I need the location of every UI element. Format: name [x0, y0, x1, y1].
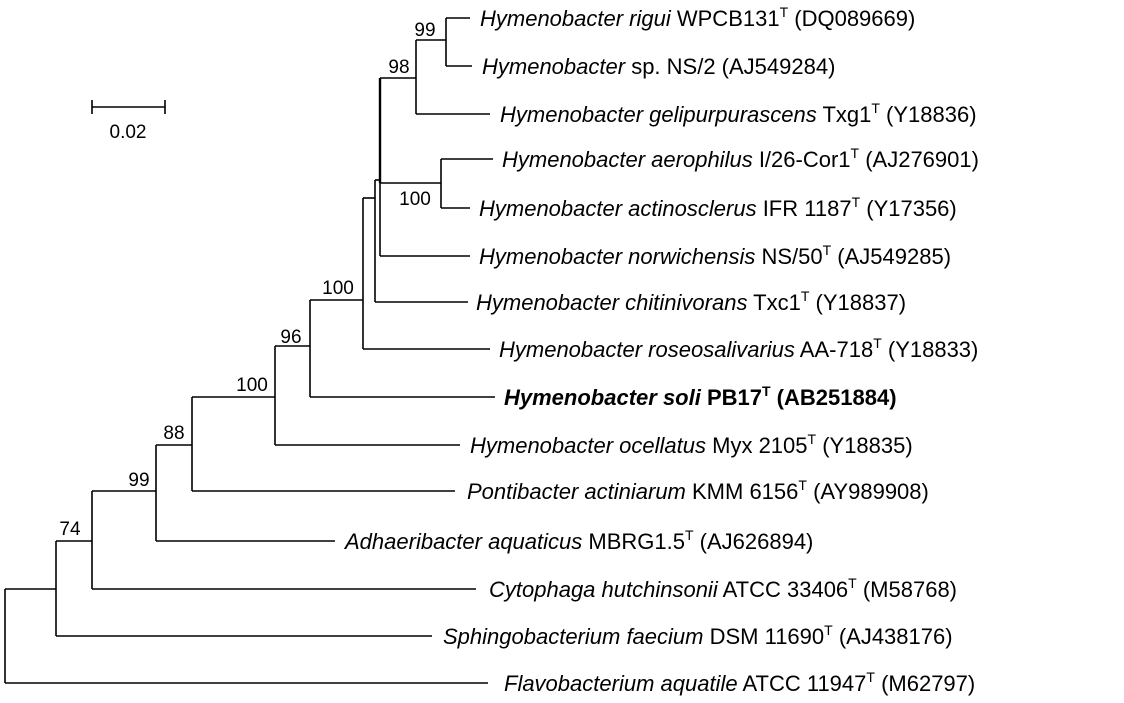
taxon-label-flavobacterium: Flavobacterium aquatile ATCC 11947T (M62…: [504, 669, 975, 696]
bootstrap-value-n_pontibacter: 88: [163, 423, 184, 444]
taxon-label-ocellatus: Hymenobacter ocellatus Myx 2105T (Y18835…: [470, 431, 913, 458]
taxon-strain: AA-718: [795, 337, 873, 362]
bootstrap-value-n_with_soli: 96: [280, 327, 301, 348]
taxon-name: Cytophaga hutchinsonii: [489, 577, 719, 602]
type-strain-mark: T: [762, 383, 771, 399]
taxon-accession: (M62797): [875, 671, 975, 696]
taxon-accession: (AJ438176): [833, 624, 953, 649]
taxon-name: Sphingobacterium faecium: [443, 624, 703, 649]
taxon-accession: (AB251884): [771, 385, 897, 410]
taxon-name: Adhaeribacter aquaticus: [343, 529, 582, 554]
taxon-name: Hymenobacter chitinivorans: [476, 290, 747, 315]
bootstrap-value-n_hymeno_core: 100: [322, 278, 354, 299]
type-strain-mark: T: [780, 4, 789, 20]
taxon-accession: (M58768): [857, 577, 957, 602]
taxon-name: Hymenobacter gelipurpurascens: [500, 102, 817, 127]
taxon-label-roseosalivarius: Hymenobacter roseosalivarius AA-718T (Y1…: [499, 335, 978, 362]
taxon-strain: Myx 2105: [706, 433, 808, 458]
taxon-label-soli: Hymenobacter soli PB17T (AB251884): [504, 383, 897, 410]
type-strain-mark: T: [851, 145, 860, 161]
taxon-strain: DSM 11690: [703, 624, 824, 649]
taxon-label-rigui: Hymenobacter rigui WPCB131T (DQ089669): [480, 4, 915, 31]
taxon-strain: WPCB131: [671, 6, 780, 31]
taxon-accession: (AJ549285): [831, 244, 951, 269]
taxon-strain: ATCC 33406: [718, 577, 848, 602]
taxon-accession: (AJ276901): [859, 147, 979, 172]
taxon-name: Hymenobacter ocellatus: [470, 433, 706, 458]
taxon-strain: IFR 1187: [757, 196, 852, 221]
taxon-strain: Txc1: [747, 290, 800, 315]
taxon-accession: (Y18836): [880, 102, 977, 127]
taxon-name: Hymenobacter norwichensis: [479, 244, 755, 269]
bootstrap-value-n_rigui_ns2: 99: [414, 20, 435, 41]
taxon-strain: ATCC 11947: [738, 671, 867, 696]
scale-bar-label: 0.02: [110, 122, 147, 143]
taxon-label-actinosclerus: Hymenobacter actinosclerus IFR 1187T (Y1…: [479, 194, 957, 221]
taxon-label-ns2: Hymenobacter sp. NS/2 (AJ549284): [482, 54, 835, 79]
taxon-labels: Hymenobacter rigui WPCB131T (DQ089669)Hy…: [343, 4, 979, 696]
taxon-strain: KMM 6156: [686, 479, 799, 504]
bootstrap-value-n_hymenobacter: 100: [236, 375, 268, 396]
taxon-strain: Txg1: [817, 102, 872, 127]
type-strain-mark: T: [801, 288, 810, 304]
taxon-name: Hymenobacter: [482, 54, 627, 79]
taxon-label-norwichensis: Hymenobacter norwichensis NS/50T (AJ5492…: [479, 242, 951, 269]
bootstrap-value-n_rigui_gelip: 98: [388, 57, 409, 78]
type-strain-mark: T: [808, 431, 817, 447]
taxon-accession: (Y18835): [816, 433, 913, 458]
taxon-strain: sp. NS/2: [625, 54, 715, 79]
type-strain-mark: T: [685, 527, 694, 543]
taxon-label-cytophaga: Cytophaga hutchinsonii ATCC 33406T (M587…: [489, 575, 957, 602]
taxon-name: Hymenobacter rigui: [480, 6, 672, 31]
taxon-label-gelipurpurascens: Hymenobacter gelipurpurascens Txg1T (Y18…: [500, 100, 977, 127]
taxon-label-pontibacter: Pontibacter actiniarum KMM 6156T (AY9899…: [467, 477, 929, 504]
type-strain-mark: T: [824, 622, 833, 638]
taxon-accession: (AJ626894): [694, 529, 814, 554]
taxon-name: Pontibacter actiniarum: [467, 479, 686, 504]
taxon-accession: (AJ549284): [716, 54, 836, 79]
taxon-name: Hymenobacter actinosclerus: [479, 196, 757, 221]
taxon-label-chitinivorans: Hymenobacter chitinivorans Txc1T (Y18837…: [476, 288, 906, 315]
type-strain-mark: T: [871, 100, 880, 116]
taxon-label-aerophilus: Hymenobacter aerophilus I/26-Cor1T (AJ27…: [502, 145, 979, 172]
type-strain-mark: T: [798, 477, 807, 493]
taxon-strain: PB17: [701, 385, 762, 410]
taxon-accession: (Y18833): [882, 337, 979, 362]
taxon-accession: (Y18837): [809, 290, 906, 315]
type-strain-mark: T: [866, 669, 875, 685]
taxon-accession: (Y17356): [860, 196, 957, 221]
tree-branches: [4, 17, 495, 684]
taxon-name: Hymenobacter roseosalivarius: [499, 337, 795, 362]
taxon-strain: MBRG1.5: [582, 529, 685, 554]
taxon-label-adhaeribacter: Adhaeribacter aquaticus MBRG1.5T (AJ6268…: [343, 527, 813, 554]
taxon-label-sphingobacterium: Sphingobacterium faecium DSM 11690T (AJ4…: [443, 622, 953, 649]
taxon-accession: (AY989908): [807, 479, 929, 504]
bootstrap-value-n_aero_actino: 100: [399, 189, 431, 210]
taxon-accession: (DQ089669): [788, 6, 915, 31]
type-strain-mark: T: [848, 575, 857, 591]
taxon-name: Flavobacterium aquatile: [504, 671, 738, 696]
type-strain-mark: T: [823, 242, 832, 258]
type-strain-mark: T: [873, 335, 882, 351]
taxon-strain: I/26-Cor1: [753, 147, 851, 172]
taxon-strain: NS/50: [755, 244, 822, 269]
type-strain-mark: T: [852, 194, 861, 210]
bootstrap-value-n_adhaeribacter: 99: [128, 470, 149, 491]
taxon-name: Hymenobacter soli: [504, 385, 702, 410]
bootstrap-value-n_cytophaga: 74: [59, 519, 81, 540]
scale-bar: 0.02: [91, 100, 166, 143]
taxon-name: Hymenobacter aerophilus: [502, 147, 753, 172]
